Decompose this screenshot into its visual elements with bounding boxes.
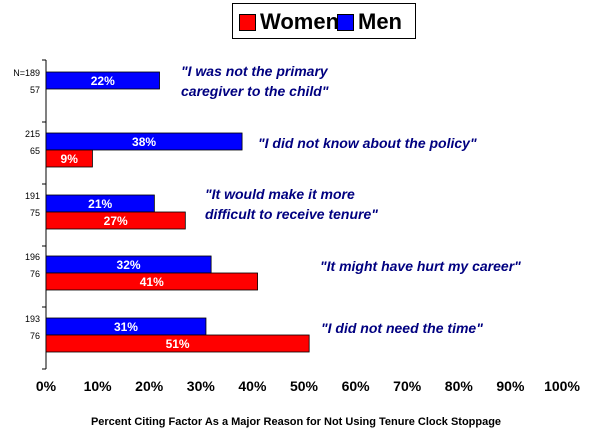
bar-men [45, 71, 160, 90]
legend-swatch-women [239, 14, 256, 31]
x-tick-label: 30% [187, 378, 216, 394]
category-label: "I did not know about the policy" [258, 135, 477, 151]
category-label: "I did not need the time" [321, 320, 483, 336]
category-label: difficult to receive tenure" [205, 206, 378, 222]
category-label: "It would make it more [205, 186, 355, 202]
n-label-women: 75 [30, 208, 40, 218]
x-tick-label: 100% [544, 378, 580, 394]
n-label-women: 76 [30, 269, 40, 279]
bar-label-men: 22% [91, 74, 115, 88]
n-label-women: 76 [30, 331, 40, 341]
x-axis-title: Percent Citing Factor As a Major Reason … [91, 416, 501, 428]
bar-label-men: 31% [114, 320, 138, 334]
category-label: "I was not the primary [181, 63, 329, 79]
category-label: "It might have hurt my career" [320, 258, 521, 274]
bar-label-women: 27% [104, 214, 128, 228]
bar-label-women: 41% [140, 275, 164, 289]
bar-label-men: 32% [117, 258, 141, 272]
n-label-men: 191 [25, 191, 40, 201]
x-tick-label: 40% [238, 378, 267, 394]
legend-label-women: Women [260, 9, 340, 34]
bar-women [45, 334, 310, 353]
bar-label-men: 38% [132, 135, 156, 149]
category-label: caregiver to the child" [181, 83, 329, 99]
n-label-men: 196 [25, 252, 40, 262]
legend: Women Men [232, 3, 416, 39]
bar-men [45, 132, 243, 151]
x-tick-label: 10% [84, 378, 113, 394]
bar-women [45, 149, 93, 168]
n-label-men: 215 [25, 129, 40, 139]
x-tick-label: 90% [496, 378, 525, 394]
x-tick-label: 50% [290, 378, 319, 394]
legend-label-men: Men [358, 9, 402, 34]
x-tick-label: 20% [135, 378, 164, 394]
n-label-women: 57 [30, 85, 40, 95]
bar-women [45, 211, 186, 230]
bar-label-men: 21% [88, 197, 112, 211]
bar-label-women: 9% [61, 152, 79, 166]
bar-women [45, 272, 258, 291]
x-tick-label: 70% [393, 378, 422, 394]
x-tick-label: 80% [445, 378, 474, 394]
n-label-men: 193 [25, 314, 40, 324]
x-tick-label: 60% [342, 378, 371, 394]
legend-swatch-men [337, 14, 354, 31]
n-label-women: 65 [30, 146, 40, 156]
bar-label-women: 51% [166, 337, 190, 351]
x-tick-label: 0% [36, 378, 57, 394]
n-label-men: N=189 [13, 68, 40, 78]
